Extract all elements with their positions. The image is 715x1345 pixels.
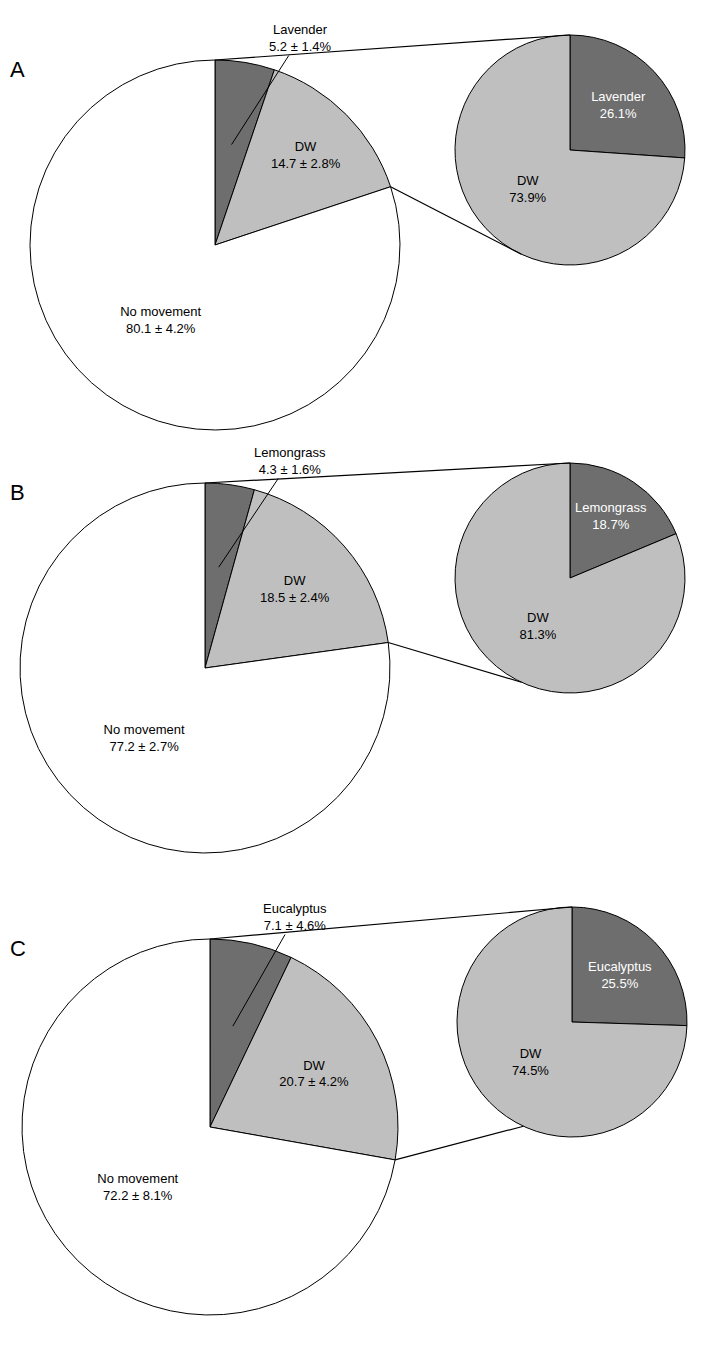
svg-text:C: C (10, 936, 26, 961)
svg-text:Eucalyptus25.5%: Eucalyptus25.5% (588, 959, 652, 991)
svg-text:DW81.3%: DW81.3% (519, 610, 556, 642)
svg-text:Lemongrass4.3 ± 1.6%: Lemongrass4.3 ± 1.6% (254, 445, 326, 477)
svg-text:No movement77.2 ± 2.7%: No movement77.2 ± 2.7% (104, 722, 185, 754)
svg-text:No movement72.2 ± 8.1%: No movement72.2 ± 8.1% (97, 1171, 178, 1203)
svg-text:Eucalyptus7.1 ± 4.6%: Eucalyptus7.1 ± 4.6% (263, 901, 327, 933)
svg-text:DW73.9%: DW73.9% (509, 173, 546, 205)
svg-text:A: A (10, 57, 25, 82)
svg-text:B: B (10, 480, 25, 505)
svg-text:DW74.5%: DW74.5% (512, 1046, 549, 1078)
svg-text:Lavender5.2 ± 1.4%: Lavender5.2 ± 1.4% (269, 22, 332, 54)
svg-text:No movement80.1 ± 4.2%: No movement80.1 ± 4.2% (120, 304, 201, 336)
svg-text:DW14.7 ± 2.8%: DW14.7 ± 2.8% (271, 139, 341, 171)
svg-text:DW20.7 ± 4.2%: DW20.7 ± 4.2% (279, 1058, 349, 1090)
svg-text:DW18.5 ± 2.4%: DW18.5 ± 2.4% (260, 573, 330, 605)
svg-text:Lemongrass18.7%: Lemongrass18.7% (575, 500, 647, 532)
svg-text:Lavender26.1%: Lavender26.1% (591, 89, 646, 121)
